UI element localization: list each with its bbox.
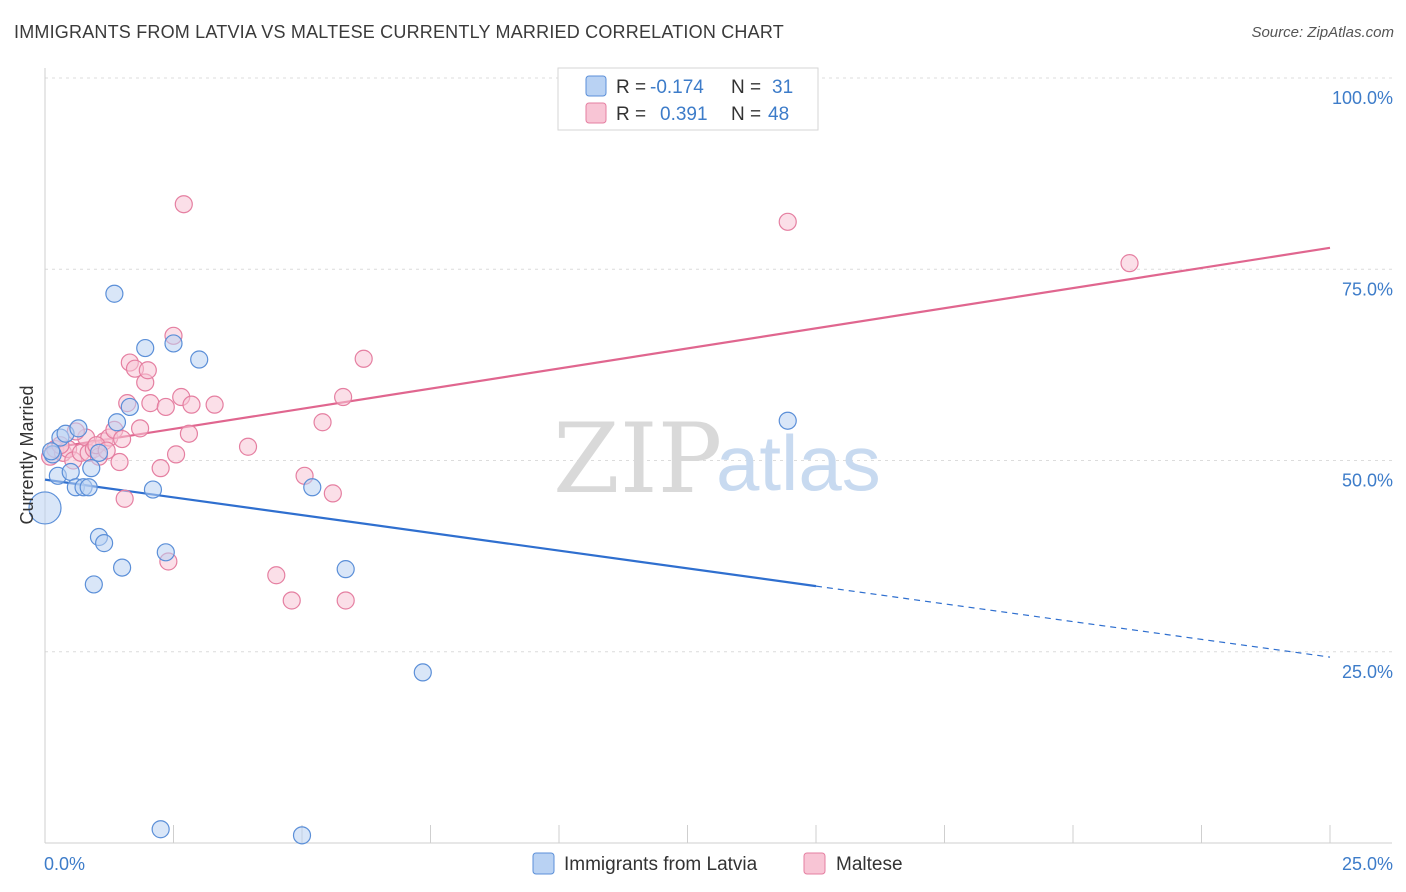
trendline-latvia [44, 478, 817, 588]
point-latvia [42, 442, 61, 461]
point-maltese [313, 413, 332, 432]
y-tick-label: 75.0% [1342, 279, 1393, 299]
stats-legend-r-label-latvia: R = [616, 77, 646, 98]
y-tick-label: 100.0% [1332, 88, 1393, 108]
point-maltese [323, 484, 342, 503]
chart-title: IMMIGRANTS FROM LATVIA VS MALTESE CURREN… [14, 22, 784, 42]
trendline-latvia-extension [815, 585, 1331, 658]
point-latvia [28, 491, 62, 525]
point-maltese [238, 437, 258, 456]
point-maltese [267, 566, 286, 585]
point-latvia [84, 575, 103, 594]
point-latvia [336, 560, 355, 579]
series-legend-label-latvia: Immigrants from Latvia [564, 854, 758, 875]
x-tick-label: 0.0% [44, 854, 85, 874]
trendline-maltese [44, 246, 1331, 451]
point-latvia [413, 663, 432, 682]
points-layer [28, 195, 1139, 845]
point-latvia [164, 334, 183, 353]
axis-layer: 25.0% 50.0% 75.0% 100.0% 0.0% 25.0% [44, 68, 1393, 874]
point-latvia [69, 419, 88, 438]
point-maltese [115, 489, 134, 508]
trend-layer [44, 246, 1331, 658]
grid-layer [45, 77, 1392, 653]
y-axis-label: Currently Married [17, 385, 37, 524]
point-latvia [105, 284, 124, 303]
stats-legend-n-value-maltese: 48 [768, 104, 789, 125]
point-maltese [138, 361, 157, 380]
point-maltese [110, 452, 129, 472]
series-legend: Immigrants from Latvia Maltese [532, 852, 903, 875]
point-latvia [151, 820, 170, 839]
stats-legend-n-label-maltese: N = [731, 104, 761, 125]
series-legend-swatch-maltese [803, 852, 826, 875]
point-latvia [112, 558, 132, 577]
point-maltese [130, 419, 150, 438]
point-maltese [156, 397, 175, 417]
stats-legend-n-value-latvia: 31 [772, 77, 793, 98]
stats-legend-r-value-latvia: -0.174 [650, 77, 704, 98]
point-maltese [182, 395, 201, 414]
point-latvia [156, 543, 175, 562]
point-latvia [89, 443, 109, 462]
watermark-zip: ZIP [553, 403, 722, 515]
watermark-atlas: atlas [716, 419, 881, 507]
stats-legend-swatch-maltese [585, 102, 607, 124]
point-maltese [354, 349, 373, 368]
point-maltese [334, 387, 353, 407]
chart-source: Source: ZipAtlas.com [1251, 24, 1394, 41]
series-legend-swatch-latvia [532, 852, 555, 875]
point-maltese [336, 591, 355, 610]
point-latvia [143, 480, 163, 499]
y-tick-label: 50.0% [1342, 471, 1393, 491]
point-latvia [190, 350, 209, 369]
point-latvia [95, 534, 114, 553]
point-maltese [151, 459, 170, 478]
stats-legend-r-label-maltese: R = [616, 104, 646, 125]
point-latvia [61, 462, 80, 482]
point-latvia [107, 413, 127, 432]
watermark: ZIP atlas [553, 403, 881, 515]
point-latvia [120, 397, 139, 417]
point-maltese [179, 424, 199, 443]
point-maltese [166, 445, 186, 464]
point-maltese [174, 195, 193, 214]
point-latvia [136, 338, 155, 358]
point-maltese [112, 429, 132, 449]
point-maltese [141, 394, 160, 413]
point-maltese [282, 591, 301, 610]
point-latvia [79, 478, 98, 497]
point-latvia [292, 826, 312, 845]
stats-legend-swatch-latvia [585, 75, 607, 97]
series-legend-label-maltese: Maltese [836, 854, 903, 875]
stats-legend-n-label-latvia: N = [731, 77, 761, 98]
point-latvia [303, 478, 322, 497]
stats-legend: R = -0.174 N = 31 R = 0.391 N = 48 [557, 67, 819, 131]
point-latvia [82, 459, 101, 478]
y-tick-label: 25.0% [1342, 662, 1393, 682]
stats-legend-r-value-maltese: 0.391 [660, 104, 708, 125]
point-maltese [778, 212, 797, 231]
point-latvia [778, 411, 797, 430]
x-tick-label: 25.0% [1342, 854, 1393, 874]
point-maltese [205, 395, 224, 414]
point-maltese [1120, 254, 1139, 273]
